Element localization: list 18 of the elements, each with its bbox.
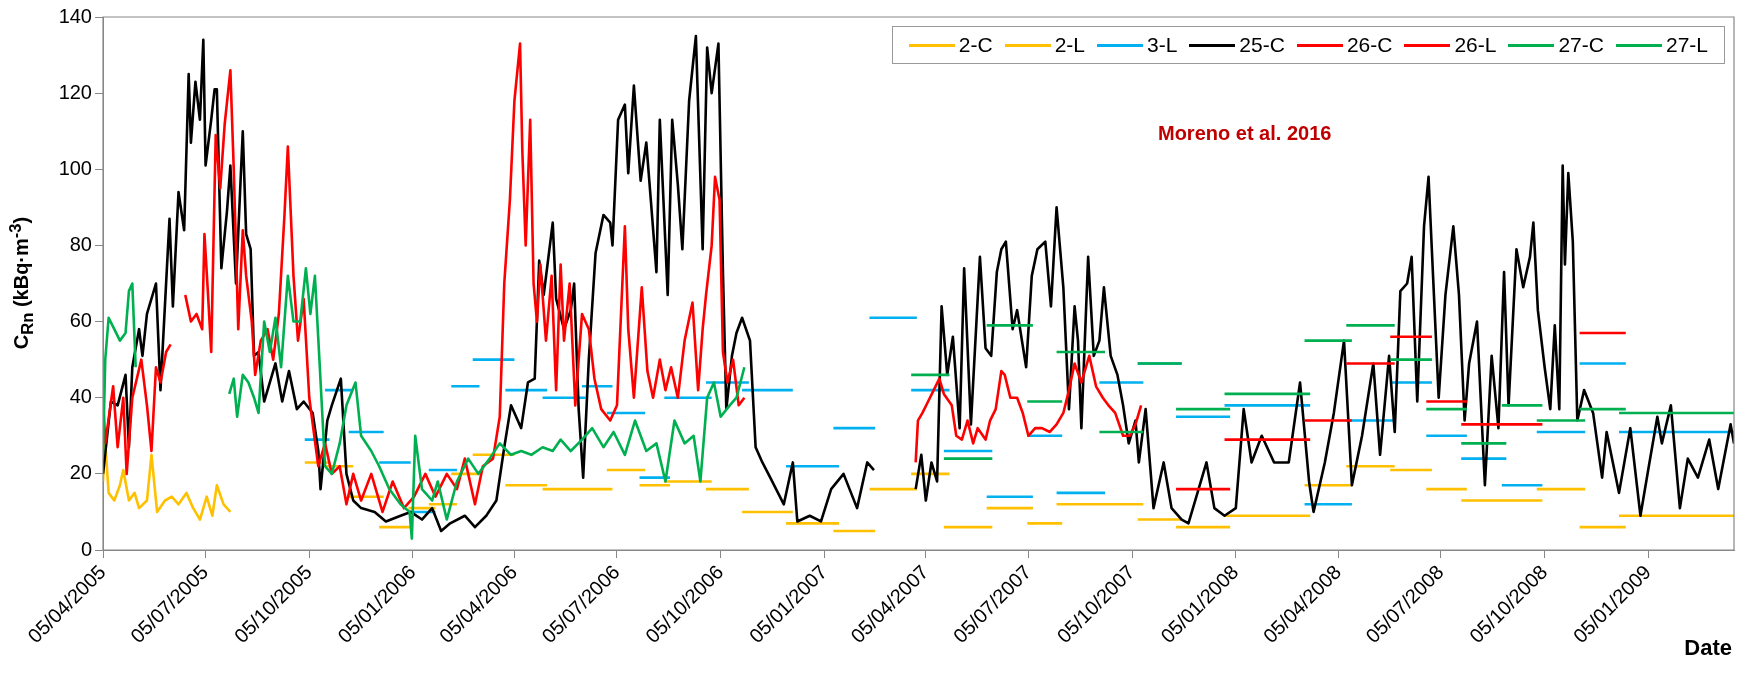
legend-label: 25-C (1239, 33, 1285, 57)
x-axis-title: Date (1684, 635, 1732, 661)
legend-label: 2-C (958, 33, 993, 57)
y-tick-label: 60 (69, 309, 92, 332)
legend-label: 2-L (1054, 33, 1085, 57)
y-tick-label: 40 (69, 385, 92, 408)
y-tick-label: 0 (80, 537, 92, 560)
legend-label: 27-C (1558, 33, 1604, 57)
annotation: Moreno et al. 2016 (1158, 121, 1332, 144)
legend-label: 3-L (1146, 33, 1178, 57)
y-tick-label: 120 (58, 80, 92, 103)
y-tick-label: 100 (58, 156, 92, 179)
legend-label: 26-L (1454, 33, 1497, 57)
y-tick-label: 80 (69, 232, 92, 255)
y-tick-label: 140 (58, 4, 92, 27)
legend-label: 27-L (1665, 33, 1708, 57)
legend-label: 26-C (1346, 33, 1393, 57)
y-tick-label: 20 (69, 461, 92, 484)
